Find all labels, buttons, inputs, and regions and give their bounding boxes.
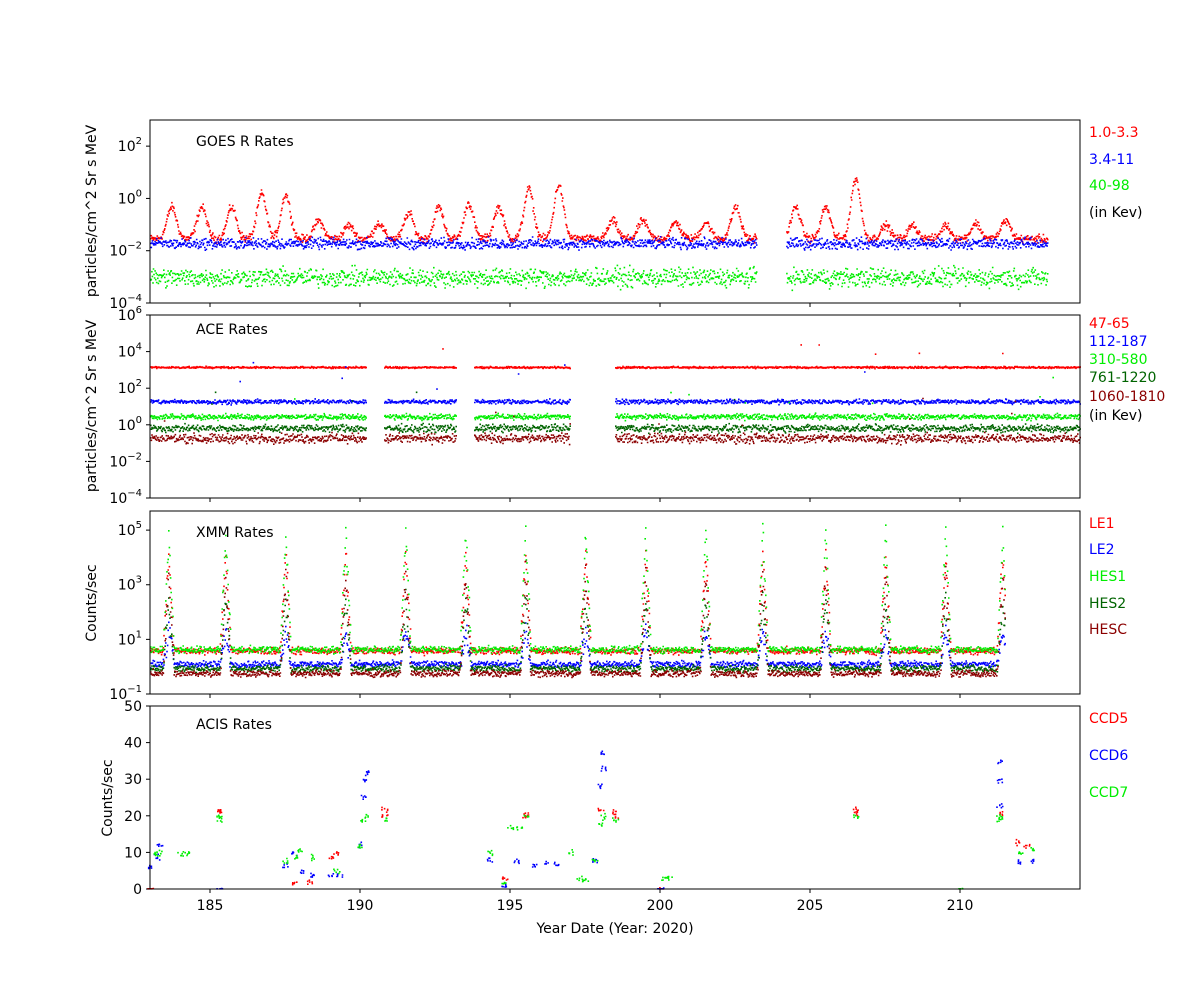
legend-entry: HESC bbox=[1089, 622, 1127, 638]
goes-y-axis-label: particles/cm^2 Sr s MeV bbox=[84, 124, 100, 297]
panel-ace: 106 104 102 100 10−2 10−4 ACE Rates particles… bbox=[84, 305, 1165, 507]
acis-xticks bbox=[209, 889, 961, 893]
legend-entry: LE1 bbox=[1089, 516, 1115, 532]
y-tick-label: 10−2 bbox=[109, 241, 142, 260]
y-tick-label: 10 bbox=[124, 845, 142, 861]
x-tick-label: 205 bbox=[797, 898, 824, 914]
legend-entry: HES2 bbox=[1089, 596, 1126, 612]
y-tick-label: 100 bbox=[118, 415, 142, 434]
ace-legend: 47-65 112-187 310-580 761-1220 1060-1810 (in … bbox=[1089, 316, 1165, 424]
x-tick-label: 210 bbox=[947, 898, 974, 914]
ace-y-axis-label: particles/cm^2 Sr s MeV bbox=[84, 319, 100, 492]
y-tick-label: 10−1 bbox=[109, 684, 142, 703]
series-1060-1810-points bbox=[150, 397, 1081, 446]
legend-entry: 40-98 bbox=[1089, 178, 1130, 194]
y-tick-label: 105 bbox=[118, 520, 142, 539]
legend-entry: 3.4-11 bbox=[1089, 152, 1134, 168]
acis-legend: CCD5 CCD6 CCD7 bbox=[1089, 711, 1128, 801]
ace-xticks bbox=[209, 498, 961, 502]
y-tick-label: 30 bbox=[124, 772, 142, 788]
y-tick-label: 50 bbox=[124, 699, 142, 715]
y-tick-label: 10−4 bbox=[109, 488, 142, 507]
x-axis-label: Year Date (Year: 2020) bbox=[535, 921, 693, 937]
xmm-marks bbox=[150, 522, 1006, 679]
legend-entry: 1060-1810 bbox=[1089, 389, 1165, 405]
y-tick-label: 104 bbox=[118, 342, 142, 361]
y-tick-label: 40 bbox=[124, 736, 142, 752]
legend-entry: LE2 bbox=[1089, 542, 1115, 558]
x-tick-label: 190 bbox=[347, 898, 374, 914]
xmm-y-axis-label: Counts/sec bbox=[84, 564, 100, 641]
xmm-legend: LE1 LE2 HES1 HES2 HESC bbox=[1089, 516, 1127, 638]
x-tick-label: 200 bbox=[647, 898, 674, 914]
y-tick-label: 100 bbox=[118, 188, 142, 207]
series-3.4-11-points bbox=[150, 236, 1049, 251]
y-tick-label: 102 bbox=[118, 136, 142, 155]
series-40-98-points bbox=[150, 264, 1049, 292]
ace-axes-frame bbox=[149, 314, 1081, 499]
legend-entry: 47-65 bbox=[1089, 316, 1130, 332]
goes-legend: 1.0-3.3 3.4-11 40-98 (in Kev) bbox=[1089, 125, 1143, 221]
legend-entry: 310-580 bbox=[1089, 352, 1148, 368]
series-HES2-points bbox=[150, 588, 1006, 675]
x-tick-label: 195 bbox=[497, 898, 524, 914]
legend-entry: (in Kev) bbox=[1089, 408, 1143, 424]
xmm-panel-title: XMM Rates bbox=[196, 525, 274, 541]
y-tick-label: 20 bbox=[124, 809, 142, 825]
goes-axes-frame bbox=[149, 119, 1081, 304]
y-tick-label: 10−2 bbox=[109, 451, 142, 470]
x-tick-labels: 185 190 195 200 205 210 bbox=[197, 898, 974, 914]
xmm-axes-frame bbox=[149, 510, 1081, 695]
series-310-580-points bbox=[150, 376, 1081, 422]
xmm-xticks bbox=[209, 694, 961, 698]
legend-entry: CCD5 bbox=[1089, 711, 1128, 727]
ace-yticks: 106 104 102 100 10−2 10−4 bbox=[109, 305, 150, 507]
goes-yticks: 102 100 10−2 10−4 bbox=[109, 136, 150, 312]
series-47-65-points bbox=[150, 344, 1081, 370]
x-tick-label: 185 bbox=[197, 898, 224, 914]
ace-marks bbox=[150, 344, 1081, 446]
panel-goes: 102 100 10−2 10−4 GOES R Rates particles/cm… bbox=[84, 119, 1143, 312]
legend-entry: CCD7 bbox=[1089, 785, 1128, 801]
series-761-1220-points bbox=[150, 391, 1081, 435]
y-tick-label: 0 bbox=[133, 882, 142, 898]
legend-entry: 1.0-3.3 bbox=[1089, 125, 1139, 141]
legend-entry: CCD6 bbox=[1089, 748, 1128, 764]
acis-axes-frame bbox=[149, 705, 1081, 890]
y-tick-label: 102 bbox=[118, 378, 142, 397]
goes-marks bbox=[150, 177, 1049, 292]
legend-entry: HES1 bbox=[1089, 569, 1126, 585]
legend-entry: (in Kev) bbox=[1089, 205, 1143, 221]
y-tick-label: 103 bbox=[118, 575, 142, 594]
legend-entry: 761-1220 bbox=[1089, 370, 1156, 386]
y-tick-label: 10−4 bbox=[109, 293, 142, 312]
y-tick-label: 106 bbox=[118, 305, 142, 324]
acis-yticks: 0 10 20 30 40 50 bbox=[124, 699, 150, 898]
series-112-187-points bbox=[150, 361, 1081, 406]
xmm-yticks: 105 103 101 10−1 bbox=[109, 520, 150, 703]
ace-panel-title: ACE Rates bbox=[196, 322, 268, 338]
y-tick-label: 101 bbox=[118, 629, 142, 648]
acis-panel-title: ACIS Rates bbox=[196, 717, 272, 733]
goes-xticks bbox=[209, 303, 961, 307]
legend-entry: 112-187 bbox=[1089, 334, 1148, 350]
goes-panel-title: GOES R Rates bbox=[196, 134, 294, 150]
acis-y-axis-label: Counts/sec bbox=[100, 759, 116, 836]
